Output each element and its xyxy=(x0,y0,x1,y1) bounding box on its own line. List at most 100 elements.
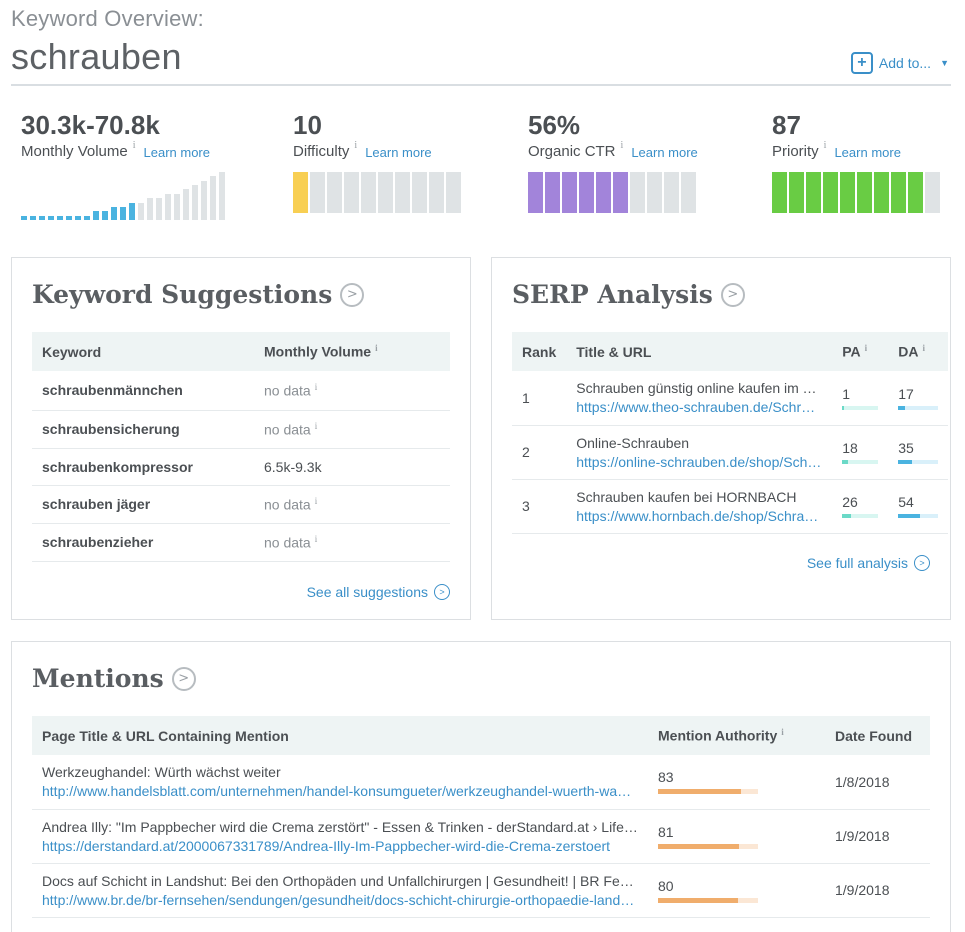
info-icon[interactable]: i xyxy=(823,140,827,151)
info-icon[interactable]: i xyxy=(375,343,378,354)
rank-cell: 2 xyxy=(512,425,567,480)
col-keyword[interactable]: Keyword xyxy=(32,332,254,371)
meter-segment xyxy=(579,172,594,213)
meter-segment xyxy=(429,172,444,213)
volume-trend-bar xyxy=(48,216,54,220)
volume-trend-bar xyxy=(219,172,225,220)
result-url-link[interactable]: https://www.theo-schrauben.de/Schrauben xyxy=(576,399,823,416)
col-pa[interactable]: PA i xyxy=(832,332,889,371)
mention-url-link[interactable]: http://www.br.de/br-fernsehen/sendungen/… xyxy=(42,891,638,908)
col-page-title-url[interactable]: Page Title & URL Containing Mention xyxy=(32,716,648,755)
mention-title: Docs auf Schicht in Landshut: Bei den Or… xyxy=(42,872,638,889)
mentions-heading[interactable]: Mentions > xyxy=(32,664,196,693)
keyword-cell[interactable]: schraubensicherung xyxy=(32,410,254,449)
col-da[interactable]: DA i xyxy=(888,332,949,371)
result-url-link[interactable]: https://online-schrauben.de/shop/Schraub… xyxy=(576,453,822,470)
table-row: 3 Schrauben kaufen bei HORNBACH https://ww… xyxy=(512,479,949,534)
learn-more-link[interactable]: Learn more xyxy=(143,145,210,160)
monthly-volume-label: Monthly Volume xyxy=(21,143,128,160)
mention-url-link[interactable]: https://derstandard.at/2000067331789/And… xyxy=(42,837,611,854)
authority-bar xyxy=(658,789,758,795)
see-full-analysis-link[interactable]: See full analysis > xyxy=(807,555,930,571)
volume-cell: no data i xyxy=(254,485,450,524)
volume-trend-bar xyxy=(102,211,108,220)
authority-bar xyxy=(658,897,758,903)
mention-page-cell: Docs auf Schicht in Landshut: Bei den Or… xyxy=(32,863,648,918)
info-icon[interactable]: i xyxy=(314,381,318,392)
info-icon[interactable]: i xyxy=(314,420,318,431)
keyword-cell[interactable]: schraubenzieher xyxy=(32,523,254,562)
col-date-found[interactable]: Date Found xyxy=(825,716,930,755)
chevron-right-icon[interactable]: > xyxy=(720,282,745,307)
keyword-cell[interactable]: schraubenmännchen xyxy=(32,371,254,411)
info-icon[interactable]: i xyxy=(314,495,318,506)
pa-cell: 18 xyxy=(832,425,889,480)
col-mention-authority[interactable]: Mention Authority i xyxy=(648,716,825,755)
metric-priority: 87 Priority i Learn more xyxy=(772,110,940,213)
meter-segment xyxy=(664,172,679,213)
chevron-right-icon[interactable]: > xyxy=(171,666,196,691)
pa-value: 1 xyxy=(842,385,851,402)
meter-segment xyxy=(293,172,308,213)
volume-trend-bar xyxy=(174,194,180,220)
keyword-cell[interactable]: schrauben jäger xyxy=(32,485,254,524)
meter-segment xyxy=(647,172,662,213)
mention-authority-cell: 83 xyxy=(648,755,825,810)
meter-segment xyxy=(395,172,410,213)
meter-segment xyxy=(874,172,889,213)
learn-more-link[interactable]: Learn more xyxy=(631,145,698,160)
volume-trend-bar xyxy=(21,216,27,220)
see-all-suggestions-link[interactable]: See all suggestions > xyxy=(307,584,450,600)
learn-more-link[interactable]: Learn more xyxy=(834,145,901,160)
volume-cell-value: 6.5k-9.3k xyxy=(264,458,322,475)
da-bar-fill xyxy=(898,460,913,464)
meter-segment xyxy=(613,172,628,213)
pa-bar xyxy=(842,460,879,464)
volume-trend-bar xyxy=(39,216,45,220)
serp-analysis-heading[interactable]: SERP Analysis > xyxy=(512,280,745,309)
difficulty-label: Difficulty xyxy=(293,143,350,160)
info-icon[interactable]: i xyxy=(922,343,925,354)
info-icon[interactable]: i xyxy=(314,533,318,544)
difficulty-meter xyxy=(293,172,461,213)
keyword-cell[interactable]: schraubenkompressor xyxy=(32,448,254,486)
serp-table: Rank Title & URL PA i DA i 1 Schrauben güns… xyxy=(512,332,949,534)
pa-cell: 1 xyxy=(832,371,889,426)
da-value: 35 xyxy=(898,440,914,456)
meter-segment xyxy=(630,172,645,213)
mention-title: Andrea Illy: "Im Pappbecher wird die Cre… xyxy=(42,818,638,835)
col-rank[interactable]: Rank xyxy=(512,332,567,371)
volume-trend-bar xyxy=(84,216,90,220)
info-icon[interactable]: i xyxy=(132,140,136,151)
volume-trend-bar xyxy=(93,211,99,220)
col-title-url[interactable]: Title & URL xyxy=(566,332,833,371)
add-to-button[interactable]: + Add to... ▼ xyxy=(850,52,949,74)
info-icon[interactable]: i xyxy=(864,343,868,354)
mention-page-cell: Andrea Illy: "Im Pappbecher wird die Cre… xyxy=(32,809,648,864)
mention-url-link[interactable]: http://www.handelsblatt.com/unternehmen/… xyxy=(42,783,638,800)
da-bar-fill xyxy=(898,514,921,518)
info-icon[interactable]: i xyxy=(781,727,784,738)
col-mention-authority-label: Mention Authority xyxy=(658,727,778,744)
meter-segment xyxy=(528,172,543,213)
volume-trend-bar xyxy=(183,189,189,220)
da-value: 54 xyxy=(898,494,914,510)
meter-segment xyxy=(857,172,872,213)
info-icon[interactable]: i xyxy=(620,140,624,151)
keyword-suggestions-heading[interactable]: Keyword Suggestions > xyxy=(32,280,365,309)
col-monthly-volume-label: Monthly Volume xyxy=(264,343,372,360)
pa-value: 26 xyxy=(842,494,858,510)
learn-more-link[interactable]: Learn more xyxy=(365,145,432,160)
volume-trend-bar xyxy=(156,198,162,220)
col-monthly-volume[interactable]: Monthly Volume i xyxy=(254,332,450,371)
chevron-right-icon[interactable]: > xyxy=(340,282,365,307)
result-url-link[interactable]: https://www.hornbach.de/shop/Schrauben xyxy=(576,507,823,524)
meter-segment xyxy=(806,172,821,213)
caret-down-icon: ▼ xyxy=(940,58,949,68)
mention-authority-cell: 81 xyxy=(648,809,825,864)
volume-trend-bar xyxy=(192,185,198,220)
serp-analysis-card: SERP Analysis > Rank Title & URL PA i DA i… xyxy=(491,257,951,620)
info-icon[interactable]: i xyxy=(354,140,358,151)
meter-segment xyxy=(344,172,359,213)
volume-trend-bar xyxy=(111,207,117,220)
